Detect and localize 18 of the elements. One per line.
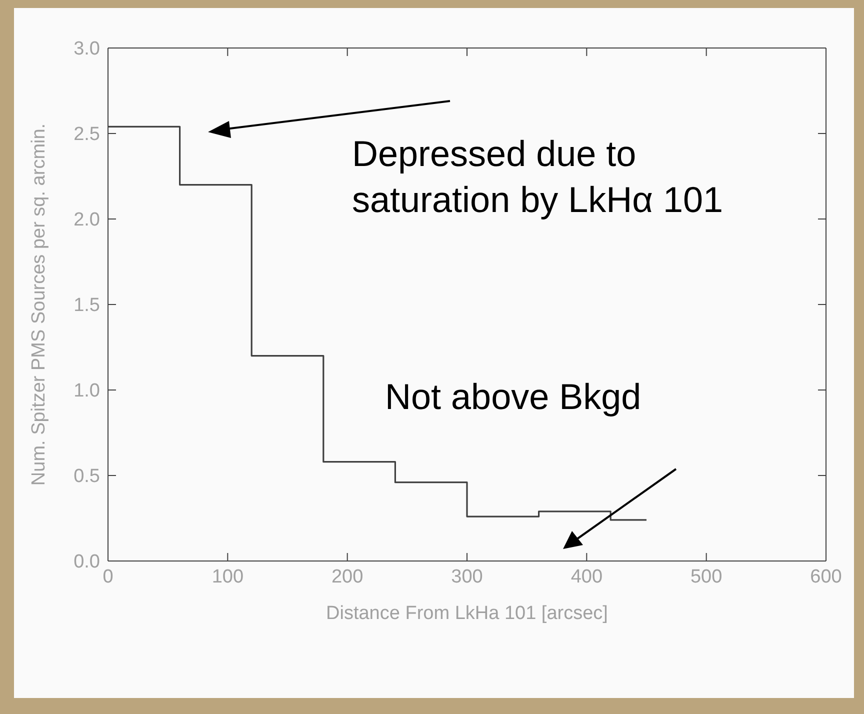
x-tick-label: 600 [810,566,842,588]
y-tick-label: 0.5 [74,466,100,488]
y-axis-title: Num. Spitzer PMS Sources per sq. arcmin. [28,123,50,486]
annotation: Depressed due to saturation by LkHα 101 [352,132,724,222]
y-tick-label: 0.0 [74,552,100,573]
x-axis-title: Distance From LkHa 101 [arcsec] [326,603,608,624]
x-tick-label: 0 [102,566,114,588]
x-tick-label: 500 [690,566,722,588]
y-tick-label: 1.5 [74,295,100,316]
x-tick-label: 200 [331,566,364,588]
y-tick-label: 2.5 [74,124,100,146]
y-tick-label: 3.0 [74,38,100,60]
x-tick-label: 300 [451,566,483,588]
annotation: Not above Bkgd [385,375,642,419]
x-tick-label: 400 [570,566,603,588]
y-tick-label: 2.0 [74,210,100,231]
y-tick-label: 1.0 [74,380,100,402]
x-tick-label: 100 [212,566,244,588]
